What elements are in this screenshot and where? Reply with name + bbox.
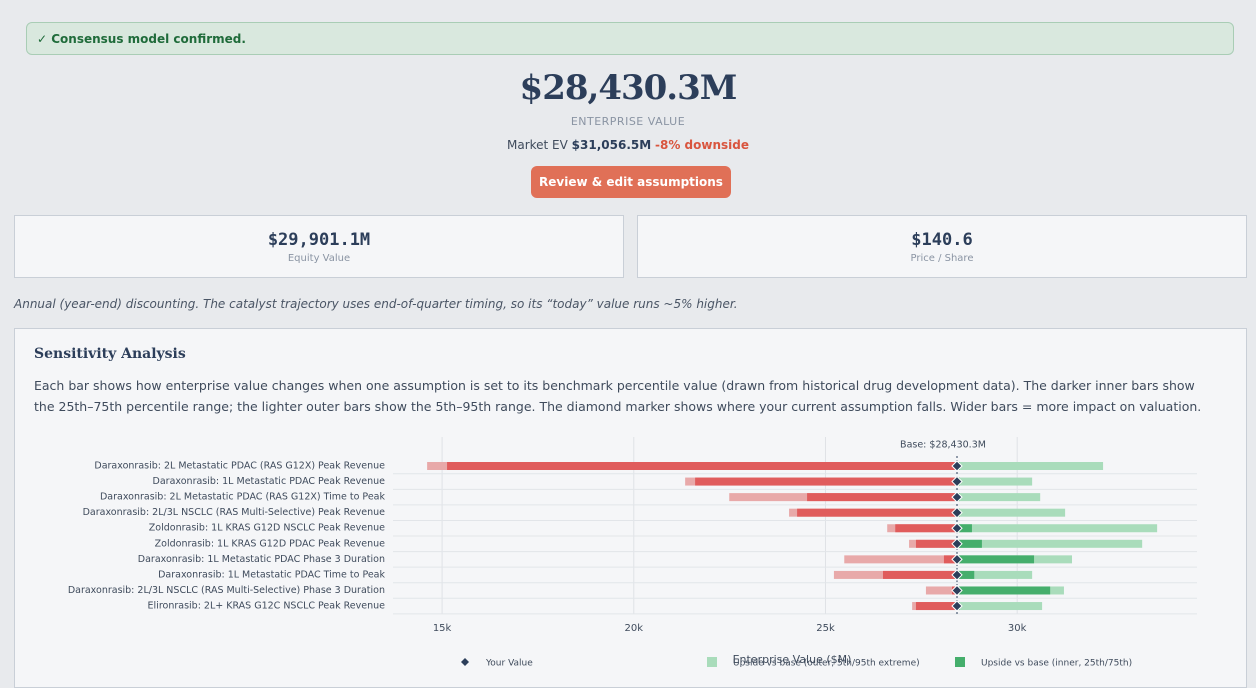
market-line: Market EV $31,056.5M -8% downside <box>0 138 1256 152</box>
your-value-marker <box>951 538 963 550</box>
bar-down-outer <box>844 555 958 564</box>
your-value-marker <box>951 460 963 472</box>
legend-symbol <box>707 657 717 667</box>
category-label: Daraxonrasib: 2L Metastatic PDAC (RAS G1… <box>94 461 385 472</box>
bar-up-outer <box>957 477 1033 486</box>
bar-up-outer <box>957 508 1066 517</box>
your-value-marker <box>951 522 963 534</box>
bar-down-inner <box>915 539 958 548</box>
card-label: Price / Share <box>910 253 974 264</box>
market-value: $31,056.5M <box>571 138 652 152</box>
x-axis-title: Enterprise Value ($M) <box>733 653 852 666</box>
x-tick-label: 30k <box>1008 623 1027 634</box>
your-value-marker <box>951 475 963 488</box>
legend-symbol <box>461 658 469 666</box>
card: $29,901.1M Equity Value <box>14 215 624 278</box>
bar-up-inner <box>957 524 972 533</box>
category-label: Daraxonrasib: 2L Metastatic PDAC (RAS G1… <box>100 492 386 503</box>
card-label: Equity Value <box>287 253 351 264</box>
your-value-marker <box>951 553 963 566</box>
bar-up-inner <box>957 570 975 579</box>
bar-up-outer <box>957 462 1104 470</box>
x-tick-label: 15k <box>433 623 452 634</box>
card-value: $140.6 <box>911 230 973 250</box>
bar-down-inner <box>895 524 958 533</box>
bar-down-inner <box>943 555 958 564</box>
your-value-marker <box>951 569 963 581</box>
x-tick-label: 20k <box>625 623 644 634</box>
x-tick-label: 25k <box>816 623 835 634</box>
bar-up-outer <box>957 570 1033 579</box>
category-label: Zoldonrasib: 1L KRAS G12D NSCLC Peak Rev… <box>149 523 385 534</box>
legend-label: Upside vs base (inner, 25th/75th) <box>981 659 1132 668</box>
legend-label: Upside vs base (outer, 5th/95th extreme) <box>733 659 920 668</box>
legend-symbol <box>955 657 965 667</box>
note: Annual (year-end) discounting. The catal… <box>14 297 738 311</box>
category-label: Elironrasib: 2L+ KRAS G12C NSCLC Peak Re… <box>148 601 386 612</box>
headline-value: $28,430.3M <box>519 68 738 108</box>
bar-up-inner <box>957 586 1051 595</box>
chart: 15k 20k 25k 30k Daraxonrasib: 2L Metastatic … <box>68 437 1197 668</box>
review-button[interactable]: Review & edit assumptions <box>531 166 731 198</box>
success-banner: ✓ Consensus model confirmed. <box>26 22 1234 55</box>
bar-up-inner <box>957 555 1035 564</box>
bar-down-inner <box>915 602 958 611</box>
category-label: Daraxonrasib: 1L Metastatic PDAC Peak Re… <box>153 476 386 487</box>
your-value-marker <box>951 584 963 597</box>
bar-down-inner <box>447 462 958 470</box>
base-label: Base: $28,430.3M <box>900 440 986 451</box>
market-label: Market EV <box>506 138 568 152</box>
bar-up-outer <box>957 539 1143 548</box>
category-label: Daraxonrasib: 1L Metastatic PDAC Phase 3… <box>138 554 385 565</box>
bar-up-outer <box>957 524 1158 533</box>
card: $140.6 Price / Share <box>637 215 1247 278</box>
bar-down-inner <box>797 508 957 517</box>
category-label: Daraxonrasib: 2L/3L NSCLC (RAS Multi-Sel… <box>83 507 386 518</box>
panel <box>14 328 1247 688</box>
legend-label: Your Value <box>485 659 533 668</box>
bar-down-inner <box>807 493 958 502</box>
page: {"banner":"✓ Consensus model confirmed."… <box>0 22 1256 688</box>
bar-down-inner <box>695 477 958 486</box>
your-value-marker <box>951 506 963 519</box>
panel-description: Each bar shows how enterprise value chan… <box>34 378 1202 414</box>
category-label: Daraxonrasib: 2L/3L NSCLC (RAS Multi-Sel… <box>68 585 385 596</box>
panel-title: Sensitivity Analysis <box>34 346 186 362</box>
headline-label: ENTERPRISE VALUE <box>570 115 686 128</box>
card-value: $29,901.1M <box>267 230 371 250</box>
bar-up-inner <box>957 539 982 548</box>
bar-up-outer <box>957 602 1043 611</box>
bar-down-outer <box>925 586 958 595</box>
category-label: Zoldonrasib: 1L KRAS G12D PDAC Peak Reve… <box>155 538 385 549</box>
bar-up-outer <box>957 493 1041 502</box>
your-value-marker <box>951 600 963 612</box>
your-value-marker <box>951 491 963 503</box>
category-label: Daraxonrasib: 1L Metastatic PDAC Time to… <box>158 569 385 580</box>
market-delta: -8% downside <box>655 138 749 152</box>
bar-down-inner <box>882 570 958 579</box>
